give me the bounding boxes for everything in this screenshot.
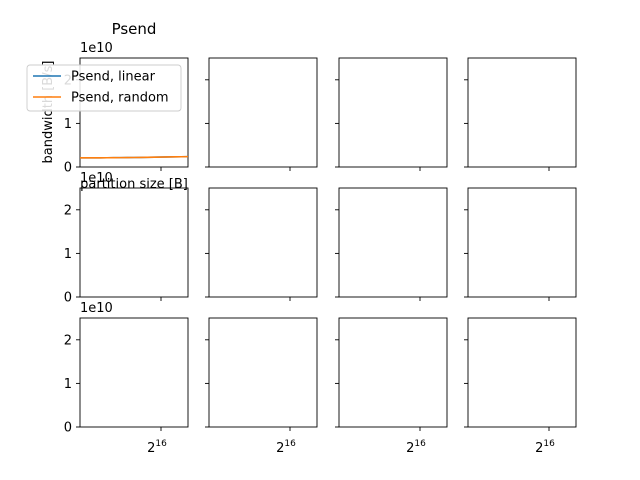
y-tick-label: 2 <box>64 333 72 348</box>
y-tick-label: 0 <box>64 291 72 306</box>
subplot-frame-r2c3 <box>467 317 577 428</box>
y-tick-label: 0 <box>64 421 72 436</box>
x-tick-label: 216 <box>406 439 426 456</box>
legend-label: Psend, linear <box>71 70 156 85</box>
x-tick-label: 216 <box>147 439 167 456</box>
x-axis-label: partition size [B] <box>80 177 188 192</box>
y-tick-label: 2 <box>64 203 72 218</box>
subplot-frame-r2c1 <box>208 317 318 428</box>
series-line-1 <box>80 155 189 159</box>
subplot-frame-r1c2 <box>338 187 448 298</box>
x-tick-exponent: 16 <box>284 439 296 449</box>
subplot-frame-r1c0 <box>79 187 189 298</box>
subplot-frame-r0c2 <box>338 57 448 168</box>
y-offset-text: 1e10 <box>80 301 113 316</box>
subplot-frame-r0c1 <box>208 57 318 168</box>
legend-label: Psend, random <box>71 91 169 106</box>
legend-box <box>26 64 182 112</box>
y-tick-label: 1 <box>64 117 72 132</box>
subplot-frame-r1c1 <box>208 187 318 298</box>
x-tick-exponent: 16 <box>414 439 426 449</box>
subplot-frame-r2c0 <box>79 317 189 428</box>
x-tick-exponent: 16 <box>155 439 167 449</box>
x-tick-exponent: 16 <box>543 439 555 449</box>
x-tick-label: 216 <box>535 439 555 456</box>
y-tick-label: 1 <box>64 377 72 392</box>
subplot-frame-r2c2 <box>338 317 448 428</box>
x-tick-label: 216 <box>276 439 296 456</box>
y-tick-label: 0 <box>64 161 72 176</box>
y-offset-text: 1e10 <box>80 171 113 186</box>
panel-title: Psend <box>112 20 157 38</box>
subplot-frame-r0c3 <box>467 57 577 168</box>
y-offset-text: 1e10 <box>80 41 113 56</box>
legend: Psend, linear Psend, random <box>26 64 182 112</box>
y-tick-label: 1 <box>64 247 72 262</box>
subplot-frame-r1c3 <box>467 187 577 298</box>
